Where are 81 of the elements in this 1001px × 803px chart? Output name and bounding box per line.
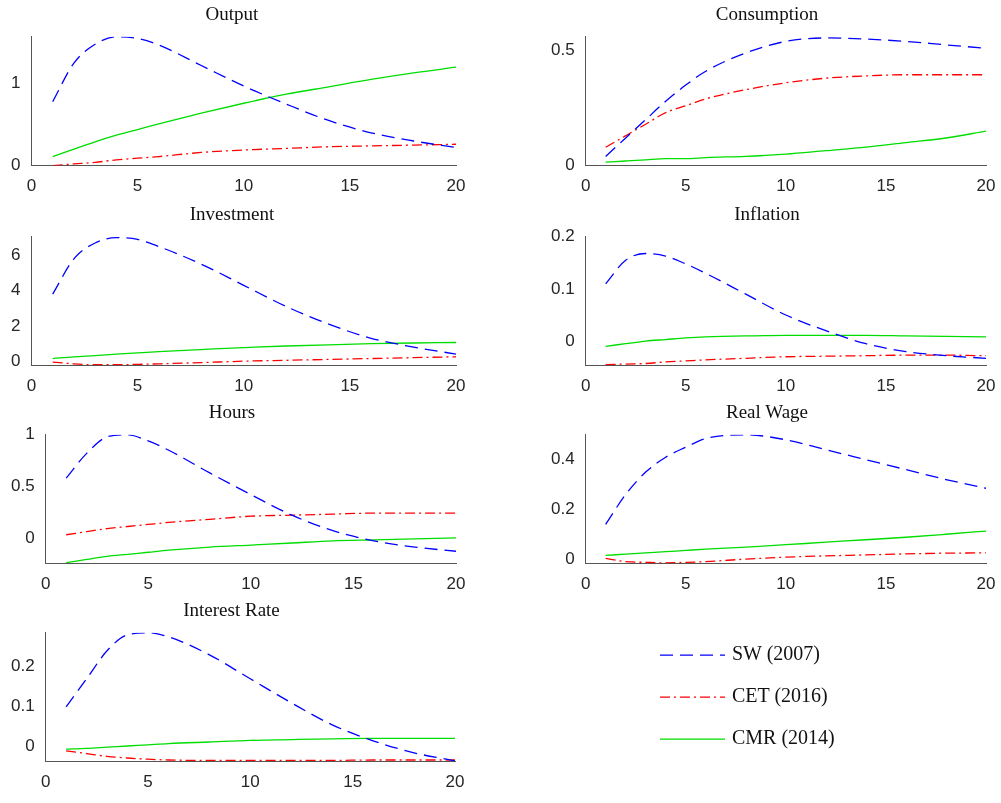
- line-series: [605, 552, 986, 564]
- x-tick-label: 15: [340, 376, 360, 396]
- x-tick-label: 5: [132, 176, 143, 196]
- x-tick-label: 0: [40, 772, 51, 792]
- y-tick-label: 1: [10, 73, 21, 93]
- chart-title: Output: [205, 3, 260, 25]
- y-tick-label: 6: [10, 245, 21, 265]
- x-tick-label: 0: [580, 376, 591, 396]
- y-tick-label: 1: [25, 424, 35, 444]
- x-tick-label: 0: [580, 574, 591, 594]
- line-series: [605, 434, 986, 525]
- x-tick-label: 15: [876, 176, 896, 196]
- line-series: [65, 632, 455, 762]
- y-tick-label: 0.1: [10, 696, 35, 716]
- y-tick-label: 2: [10, 315, 21, 335]
- x-tick-label: 10: [776, 176, 796, 196]
- y-tick-label: 0: [10, 350, 21, 370]
- line-series: [52, 66, 456, 158]
- line-series: [52, 36, 456, 149]
- line-series: [65, 737, 455, 750]
- x-tick-label: 10: [234, 376, 254, 396]
- y-tick-label: 0.2: [10, 656, 35, 676]
- x-tick-label: 0: [40, 574, 51, 594]
- line-series: [65, 512, 456, 536]
- y-tick-label: 0: [565, 548, 575, 568]
- x-tick-label: 0: [580, 176, 591, 196]
- line-series: [65, 750, 455, 762]
- line-series: [605, 530, 986, 557]
- line-series: [605, 252, 986, 359]
- line-series: [52, 341, 456, 360]
- y-tick-label: 0: [565, 330, 575, 350]
- line-series: [65, 434, 456, 552]
- line-series: [65, 537, 456, 564]
- y-tick-label: 0.1: [550, 278, 575, 298]
- x-tick-label: 10: [241, 574, 261, 594]
- x-tick-label: 10: [240, 772, 260, 792]
- chart-title: Investment: [189, 203, 275, 225]
- x-tick-label: 15: [340, 176, 360, 196]
- x-tick-label: 15: [876, 376, 896, 396]
- y-tick-label: 0.4: [550, 449, 575, 469]
- y-tick-label: 0: [565, 155, 575, 175]
- y-tick-label: 0: [25, 527, 35, 547]
- line-series: [52, 237, 456, 355]
- y-tick-label: 0: [25, 736, 35, 756]
- legend-label: SW (2007): [732, 642, 820, 666]
- x-tick-label: 20: [446, 376, 466, 396]
- line-series: [605, 354, 986, 366]
- x-tick-label: 20: [976, 376, 996, 396]
- x-tick-label: 5: [143, 574, 153, 594]
- x-tick-label: 10: [776, 376, 796, 396]
- line-series: [605, 130, 986, 163]
- x-tick-label: 5: [680, 376, 691, 396]
- y-tick-label: 0.5: [550, 40, 575, 60]
- x-tick-label: 10: [234, 176, 254, 196]
- legend-label: CET (2016): [732, 684, 828, 708]
- chart-title: Consumption: [715, 3, 819, 25]
- chart-title: Hours: [208, 401, 256, 423]
- y-tick-label: 0: [10, 155, 21, 175]
- x-tick-label: 15: [876, 574, 896, 594]
- line-series: [605, 334, 986, 347]
- x-tick-label: 5: [680, 176, 691, 196]
- x-tick-label: 20: [976, 176, 996, 196]
- x-tick-label: 20: [446, 574, 466, 594]
- x-tick-label: 20: [976, 574, 996, 594]
- chart-title: Real Wage: [725, 401, 809, 423]
- x-tick-label: 5: [680, 574, 691, 594]
- legend-label: CMR (2014): [732, 726, 835, 750]
- x-tick-label: 10: [776, 574, 796, 594]
- x-tick-label: 20: [446, 176, 466, 196]
- chart-title: Inflation: [734, 203, 801, 225]
- x-tick-label: 15: [343, 772, 363, 792]
- chart-title: Interest Rate: [183, 599, 280, 621]
- line-series: [52, 356, 456, 366]
- x-tick-label: 5: [132, 376, 143, 396]
- x-tick-label: 15: [343, 574, 363, 594]
- x-tick-label: 20: [445, 772, 465, 792]
- x-tick-label: 5: [143, 772, 153, 792]
- y-tick-label: 0.2: [550, 226, 575, 246]
- y-tick-label: 0.2: [550, 499, 575, 519]
- y-tick-label: 0.5: [10, 476, 35, 496]
- y-tick-label: 4: [10, 280, 21, 300]
